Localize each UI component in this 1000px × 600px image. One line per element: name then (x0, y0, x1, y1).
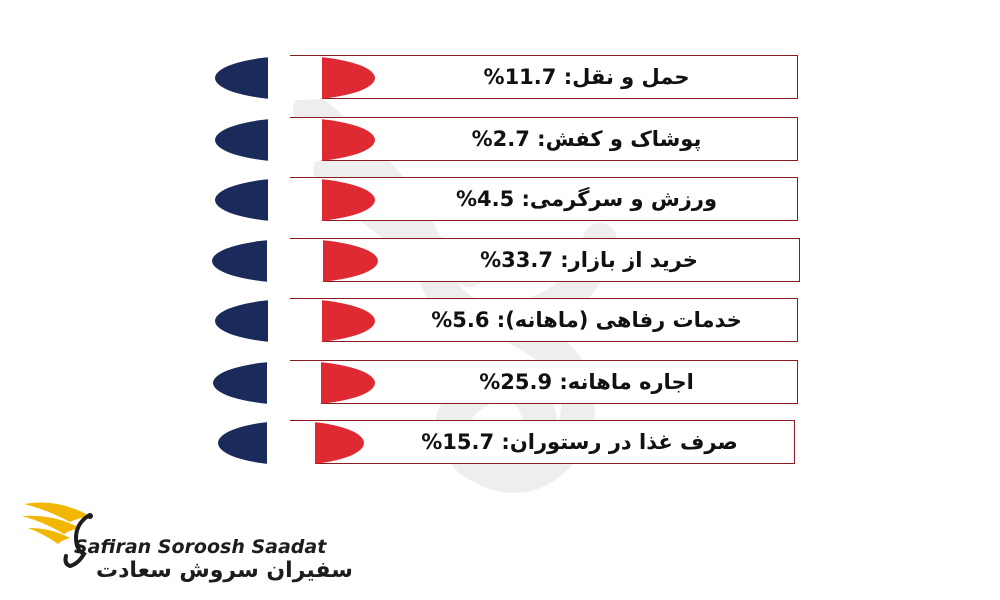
france-flag-icon (213, 361, 375, 405)
brand-name-fa: سفیران سروش سعادت (96, 558, 353, 583)
france-flag-icon (215, 56, 375, 100)
france-flag-icon (215, 299, 375, 343)
stat-row: پوشاک و کفش: 2.7% (0, 117, 1000, 163)
stat-label: پوشاک و کفش: 2.7% (471, 127, 702, 151)
stat-row: ورزش و سرگرمی: 4.5% (0, 177, 1000, 223)
stat-label: اجاره ماهانه: 25.9% (479, 370, 694, 394)
stat-bar: حمل و نقل: 11.7% (290, 55, 798, 99)
stat-row: حمل و نقل: 11.7% (0, 55, 1000, 101)
brand-name-en: Safiran Soroosh Saadat (74, 536, 327, 558)
stat-label: ورزش و سرگرمی: 4.5% (455, 187, 718, 211)
stat-bar: صرف غذا در رستوران: 15.7% (290, 420, 795, 464)
brand-logo (22, 502, 93, 569)
stat-label: حمل و نقل: 11.7% (483, 65, 690, 89)
stat-label: صرف غذا در رستوران: 15.7% (421, 430, 738, 454)
stat-label: خدمات رفاهی (ماهانه): 5.6% (431, 308, 742, 332)
france-flag-icon (215, 118, 375, 162)
france-flag-icon (215, 178, 375, 222)
stat-row: صرف غذا در رستوران: 15.7% (0, 420, 1000, 466)
stat-row: اجاره ماهانه: 25.9% (0, 360, 1000, 406)
france-flag-icon (218, 421, 364, 465)
stat-row: خدمات رفاهی (ماهانه): 5.6% (0, 298, 1000, 344)
stat-label: خرید از بازار: 33.7% (480, 248, 698, 272)
france-flag-icon (212, 239, 378, 283)
stat-row: خرید از بازار: 33.7% (0, 238, 1000, 284)
